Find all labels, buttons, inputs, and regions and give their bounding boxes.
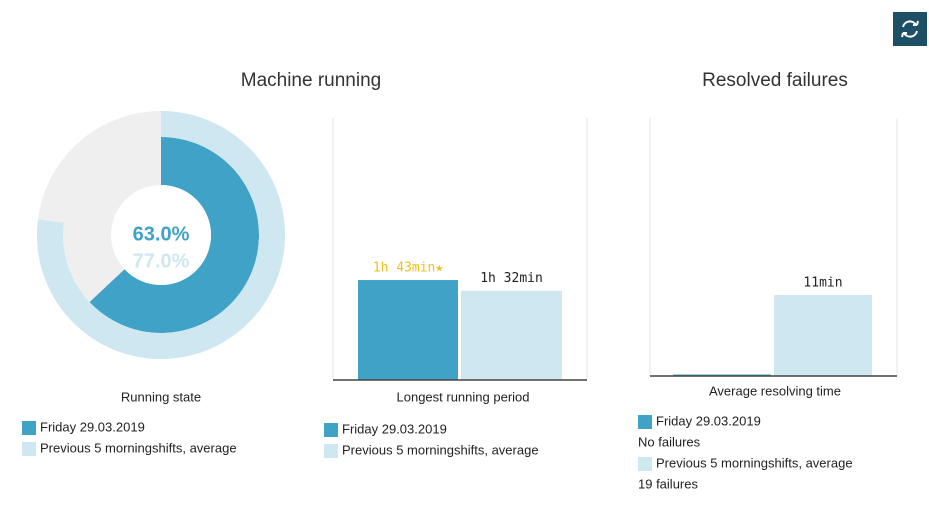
legend-label: Friday 29.03.2019 [342,421,447,436]
legend-swatch [638,415,652,429]
legend-note: 19 failures [638,476,698,491]
donut-center [111,185,211,285]
refresh-button[interactable] [893,12,927,46]
legend-swatch [22,421,36,435]
bar [358,280,458,380]
refresh-button-bg[interactable] [893,12,927,46]
donut-value-label: 77.0% [133,250,190,272]
bar [774,294,872,376]
bar-value-label: 1h 43min★ [373,261,444,276]
x-axis-label: Running state [121,389,201,404]
donut-value-label: 63.0% [133,223,190,245]
legend-swatch [324,423,338,437]
legend-label: Friday 29.03.2019 [40,419,145,434]
legend-label: Previous 5 morningshifts, average [656,455,853,470]
legend-note: No failures [638,434,701,449]
legend-swatch [324,444,338,458]
bar [461,290,562,380]
legend-label: Friday 29.03.2019 [656,413,761,428]
section-title: Machine running [241,70,381,91]
refresh-icon[interactable] [901,20,919,38]
section-title: Resolved failures [702,70,848,91]
donut-ring [89,137,260,333]
bar-value-label: 11min [803,275,842,290]
legend-swatch [638,457,652,471]
bar-value-label: 1h 32min [480,271,543,286]
legend-label: Previous 5 morningshifts, average [342,442,539,457]
x-axis-label: Longest running period [397,389,530,404]
legend-swatch [22,442,36,456]
legend-label: Previous 5 morningshifts, average [40,440,237,455]
x-axis-label: Average resolving time [709,383,841,398]
